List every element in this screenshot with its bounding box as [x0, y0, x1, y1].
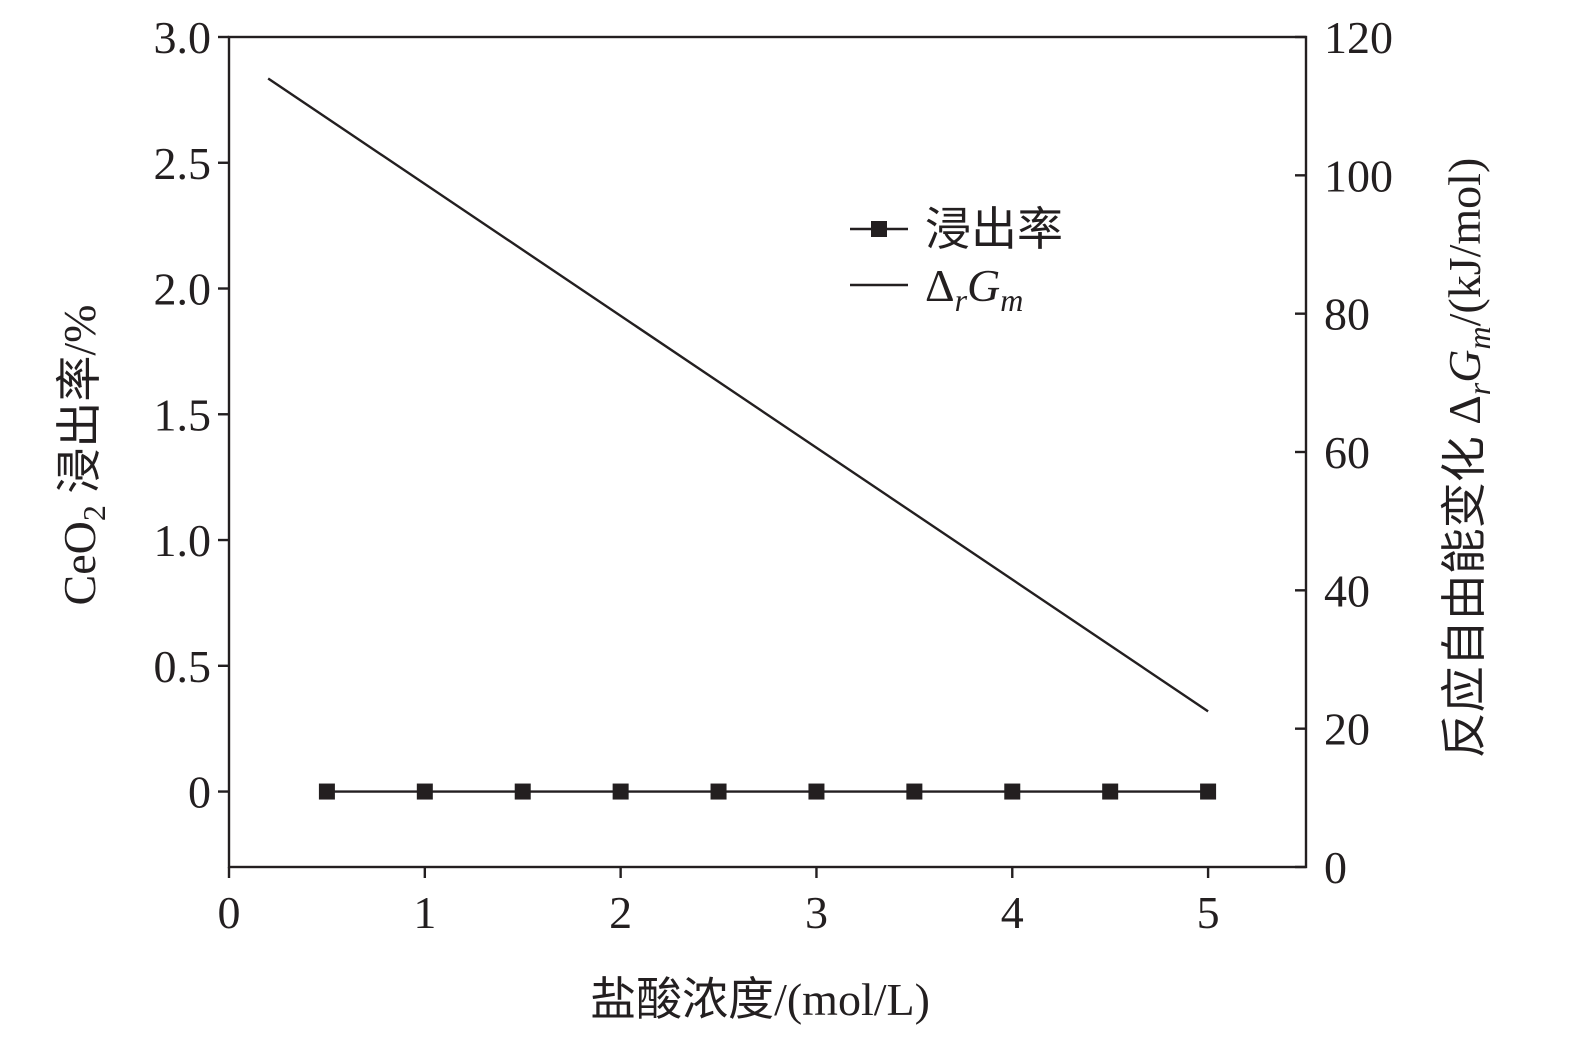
x-tick-label-4: 4	[1001, 887, 1024, 938]
y-right-tick-label-0: 120	[1324, 12, 1393, 63]
series-0-point-5	[808, 783, 825, 800]
series-0-point-7	[1004, 783, 1021, 800]
y-left-title-suffix: 浸出率/%	[54, 305, 105, 506]
legend: 浸出率 ΔrGm	[850, 204, 1063, 318]
legend-label-dg: ΔrGm	[925, 260, 1023, 318]
y-right-tick-label-1: 100	[1324, 150, 1393, 201]
y-left-tick-label-0: 3.0	[154, 12, 212, 63]
y-right-tick-label-2: 80	[1324, 289, 1370, 340]
y-right-title-mid: G	[1439, 350, 1490, 383]
y-left-title-sub: 2	[76, 505, 112, 521]
x-axis-ticks: 0 1 2 3 4 5	[218, 867, 1220, 938]
series-group	[267, 77, 1217, 800]
x-tick-label-5: 5	[1197, 887, 1220, 938]
series-0-point-2	[514, 783, 531, 800]
series-0-point-8	[1102, 783, 1119, 800]
y-left-title-prefix: CeO	[54, 521, 105, 605]
y-left-tick-label-5: 0.5	[154, 641, 212, 692]
y-left-tick-label-2: 2.0	[154, 264, 212, 315]
y-right-tick-label-6: 0	[1324, 842, 1347, 893]
y-left-axis-ticks: 3.0 2.5 2.0 1.5 1.0 0.5 0	[154, 12, 229, 818]
y-right-tick-label-4: 40	[1324, 565, 1370, 616]
x-tick-label-2: 2	[609, 887, 632, 938]
y-right-title-prefix: 反应自由能变化 Δ	[1439, 395, 1490, 758]
y-left-axis-title: CeO2 浸出率/%	[54, 305, 112, 606]
legend-marker-leaching	[871, 221, 887, 237]
series-0-point-3	[612, 783, 629, 800]
y-right-title-sub2: m	[1461, 326, 1497, 349]
series-line-1	[267, 77, 1209, 713]
legend-dg-main: Δ	[925, 260, 955, 311]
series-0-point-9	[1200, 783, 1217, 800]
x-tick-label-0: 0	[218, 887, 241, 938]
y-right-axis-ticks: 120 100 80 60 40 20 0	[1295, 12, 1393, 893]
legend-label-leaching: 浸出率	[925, 204, 1063, 255]
legend-dg-sub1: r	[955, 282, 968, 318]
series-0-point-0	[318, 783, 335, 800]
y-right-title-suffix: /(kJ/mol)	[1439, 158, 1490, 327]
y-right-title-sub1: r	[1461, 382, 1497, 395]
x-tick-label-1: 1	[413, 887, 436, 938]
y-left-tick-label-4: 1.0	[154, 515, 212, 566]
x-axis-title: 盐酸浓度/(mol/L)	[590, 974, 930, 1025]
y-right-tick-label-5: 20	[1324, 704, 1370, 755]
legend-dg-mid: G	[967, 260, 1000, 311]
y-right-axis-title: 反应自由能变化 ΔrGm/(kJ/mol)	[1439, 158, 1497, 759]
series-0-point-6	[906, 783, 923, 800]
y-left-tick-label-6: 0	[188, 767, 211, 818]
series-0-point-4	[710, 783, 727, 800]
y-right-tick-label-3: 60	[1324, 427, 1370, 478]
series-0-point-1	[416, 783, 433, 800]
legend-dg-sub2: m	[1000, 282, 1023, 318]
x-tick-label-3: 3	[805, 887, 828, 938]
y-left-tick-label-1: 2.5	[154, 138, 212, 189]
y-left-tick-label-3: 1.5	[154, 389, 212, 440]
